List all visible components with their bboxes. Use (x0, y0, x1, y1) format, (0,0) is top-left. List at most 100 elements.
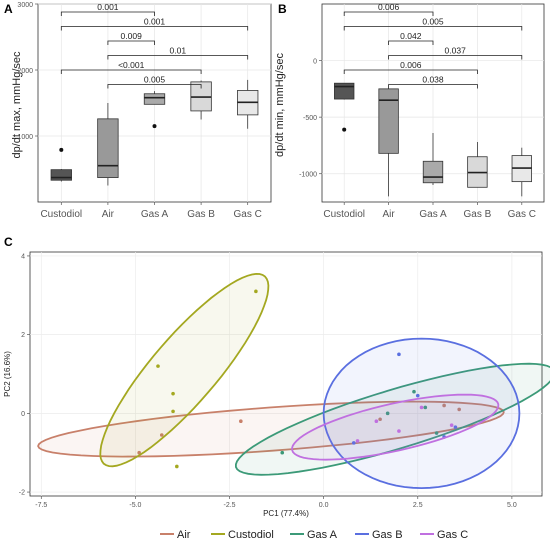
p-value-label: 0.001 (97, 2, 119, 12)
panel-c: C PC1 (77.4%) PC2 (16.6%) -7.5 -5.0 -2.5 0.… (3, 235, 550, 541)
data-point (457, 407, 461, 412)
y-tick-label: 2 (21, 332, 25, 339)
comparison-bracket: 0.005 (107, 75, 202, 89)
y-tick-label: 3000 (17, 2, 33, 9)
x-tick-label: -5.0 (129, 502, 141, 509)
data-point (351, 441, 356, 445)
comparison-bracket: 0.001 (60, 2, 155, 16)
data-point (159, 433, 164, 437)
box-iqr (143, 93, 166, 105)
data-point (397, 429, 401, 433)
data-point (137, 450, 141, 455)
bracket-line (388, 40, 434, 45)
legend-item-custodiol: Custodiol (211, 529, 274, 541)
bracket-line (107, 40, 155, 45)
bracket-line (60, 26, 249, 31)
p-value-label: 0.006 (378, 2, 400, 12)
p-value-label: 0.042 (400, 31, 422, 41)
x-tick-label: 2.5 (413, 502, 423, 509)
y-tick-label: -500 (303, 115, 317, 122)
legend-label: Custodiol (228, 529, 274, 541)
box-iqr (378, 88, 399, 154)
legend-item-gas-a: Gas A (290, 529, 338, 541)
box-gas-c (511, 147, 532, 197)
box-iqr (334, 82, 355, 100)
confidence-ellipse (37, 400, 505, 458)
series-air (37, 400, 505, 458)
box-air (97, 103, 119, 186)
p-value-label: 0.005 (422, 17, 444, 27)
data-point (374, 419, 379, 424)
bracket-line (343, 11, 434, 16)
p-value-label: 0.01 (170, 46, 187, 56)
box-iqr (97, 118, 119, 178)
data-point (423, 405, 428, 410)
comparison-bracket: 0.037 (388, 46, 523, 60)
data-point (254, 289, 258, 294)
panel-c-letter: C (4, 235, 13, 249)
data-point (453, 425, 458, 429)
comparison-bracket: 0.006 (343, 2, 434, 16)
y-tick-label: -2 (19, 490, 25, 497)
box-iqr (50, 169, 72, 181)
outlier-point (59, 147, 64, 152)
panel-a-ylabel: dp/dt max, mmHg/sec (11, 51, 23, 158)
x-tick-label: 0.0 (319, 502, 329, 509)
legend-item-gas-c: Gas C (420, 529, 468, 541)
data-point (355, 439, 360, 443)
y-tick-label: 0 (313, 59, 317, 66)
bracket-line (343, 26, 523, 31)
box-gas-c (237, 79, 259, 129)
panel-a-letter: A (4, 2, 13, 16)
data-point (385, 411, 390, 416)
legend-label: Gas B (372, 529, 403, 541)
y-tick-label: 1000 (17, 134, 33, 141)
bracket-line (388, 55, 523, 60)
x-tick-label: Custodiol (323, 209, 365, 220)
p-value-label: 0.037 (445, 46, 467, 56)
bracket-line (107, 55, 249, 60)
box-gas-a (422, 132, 444, 186)
comparison-bracket: <0.001 (60, 60, 202, 74)
box-air (378, 88, 399, 197)
box-gas-a (143, 91, 166, 129)
data-point (171, 409, 175, 414)
confidence-ellipse (99, 272, 270, 468)
series-gas-a (235, 362, 550, 476)
x-tick-label: -7.5 (35, 502, 47, 509)
legend-item-gas-b: Gas B (355, 529, 403, 541)
legend-item-air: Air (160, 529, 191, 541)
confidence-ellipse (235, 362, 550, 476)
legend-label: Gas A (307, 529, 338, 541)
comparison-bracket: 0.006 (343, 60, 478, 74)
data-point (419, 405, 424, 410)
panel-c-ylabel: PC2 (16.6%) (3, 351, 12, 397)
legend-label: Air (177, 529, 191, 541)
bracket-line (60, 11, 155, 16)
x-tick-label: Air (102, 209, 115, 220)
comparison-bracket: 0.009 (107, 31, 155, 45)
x-tick-label: Gas B (187, 209, 215, 220)
x-tick-label: Gas B (464, 209, 492, 220)
data-point (412, 389, 416, 394)
series-custodiol (99, 272, 270, 469)
data-point (449, 423, 454, 427)
panel-b: B dp/dt min, mmHg/sec -1000 -500 0 Custodio… (274, 2, 545, 220)
y-tick-label: 2000 (17, 68, 33, 75)
series-gas-b (322, 337, 521, 490)
data-point (415, 393, 420, 398)
data-point (156, 364, 160, 368)
panel-b-ylabel: dp/dt min, mmHg/sec (274, 53, 286, 157)
x-tick-label: -2.5 (223, 502, 235, 509)
outlier-point (152, 124, 157, 129)
p-value-label: 0.001 (144, 17, 166, 27)
p-value-label: <0.001 (118, 60, 145, 70)
confidence-ellipse (322, 337, 521, 490)
x-tick-label: Gas A (419, 209, 447, 220)
data-point (171, 391, 175, 396)
bracket-line (388, 84, 478, 89)
comparison-bracket: 0.01 (107, 46, 249, 60)
bracket-line (60, 69, 202, 74)
x-tick-label: 5.0 (507, 502, 517, 509)
p-value-label: 0.005 (144, 75, 166, 85)
